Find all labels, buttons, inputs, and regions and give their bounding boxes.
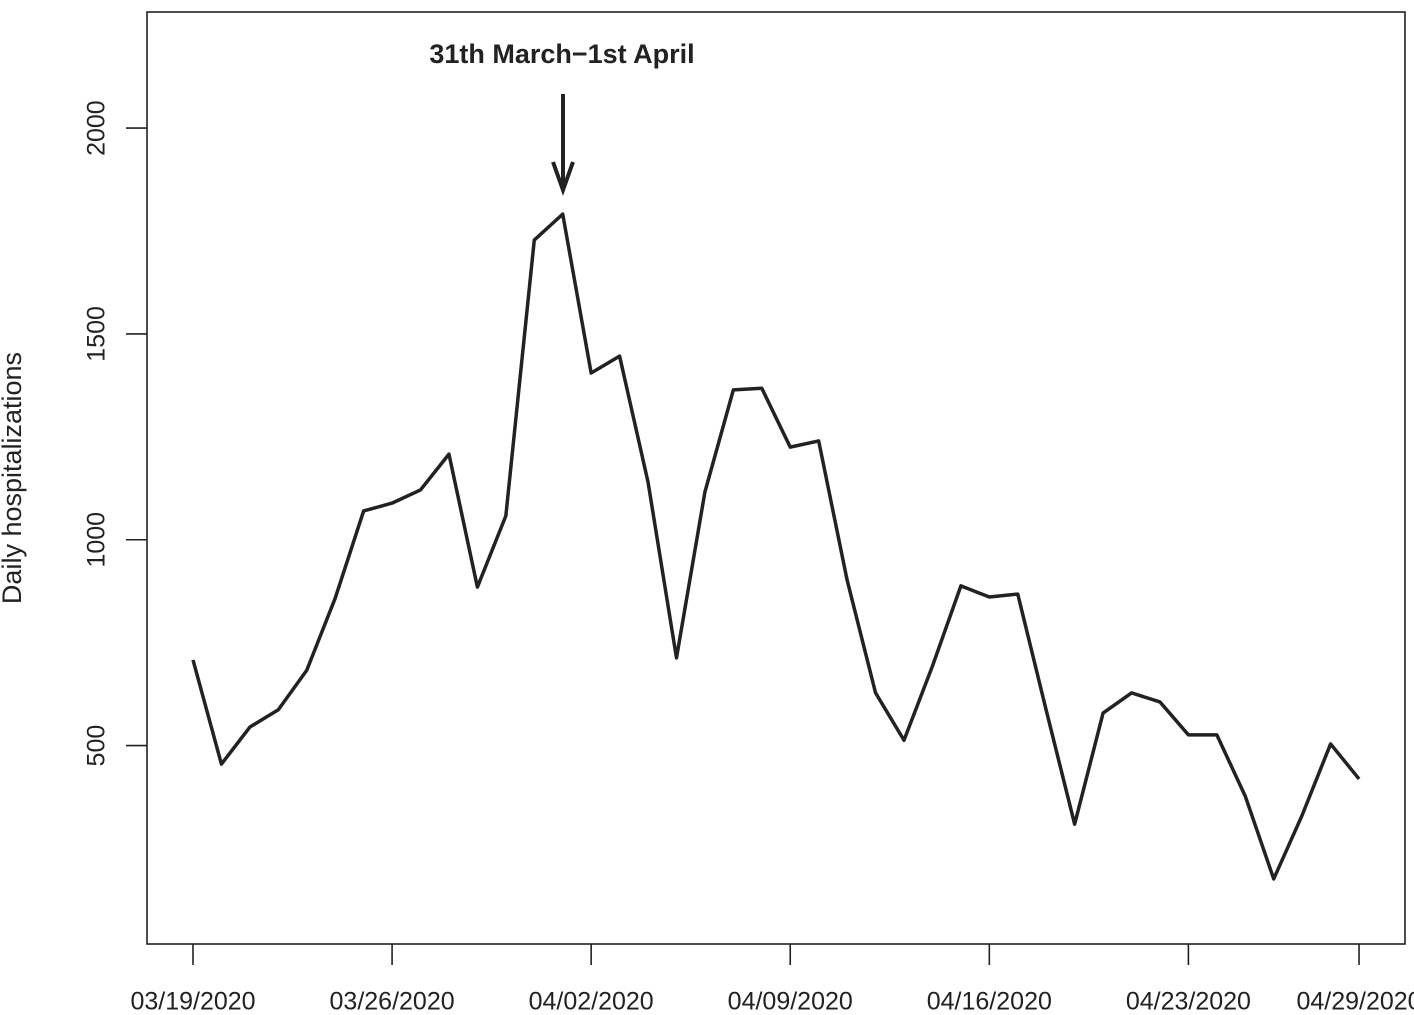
x-tick-label: 04/09/2020 [728, 988, 853, 1015]
annotation-arrow [551, 94, 575, 196]
y-axis-label: Daily hospitalizations [0, 352, 27, 604]
x-tick-label: 04/23/2020 [1126, 988, 1251, 1015]
plot-frame [146, 11, 1406, 945]
x-tick-label: 03/26/2020 [330, 988, 455, 1015]
data-line [191, 212, 1361, 881]
y-tick-label: 500 [83, 725, 111, 767]
x-tick-label: 04/29/2020 [1296, 988, 1414, 1015]
annotation: 31th March−1st April [429, 39, 694, 69]
x-tick-label: 04/02/2020 [529, 988, 654, 1015]
x-tick-label: 03/19/2020 [130, 988, 255, 1015]
x-tick-label: 04/16/2020 [927, 988, 1052, 1015]
y-tick-label: 1000 [83, 512, 111, 568]
y-tick-label: 1500 [83, 306, 111, 362]
y-tick-label: 2000 [83, 100, 111, 156]
